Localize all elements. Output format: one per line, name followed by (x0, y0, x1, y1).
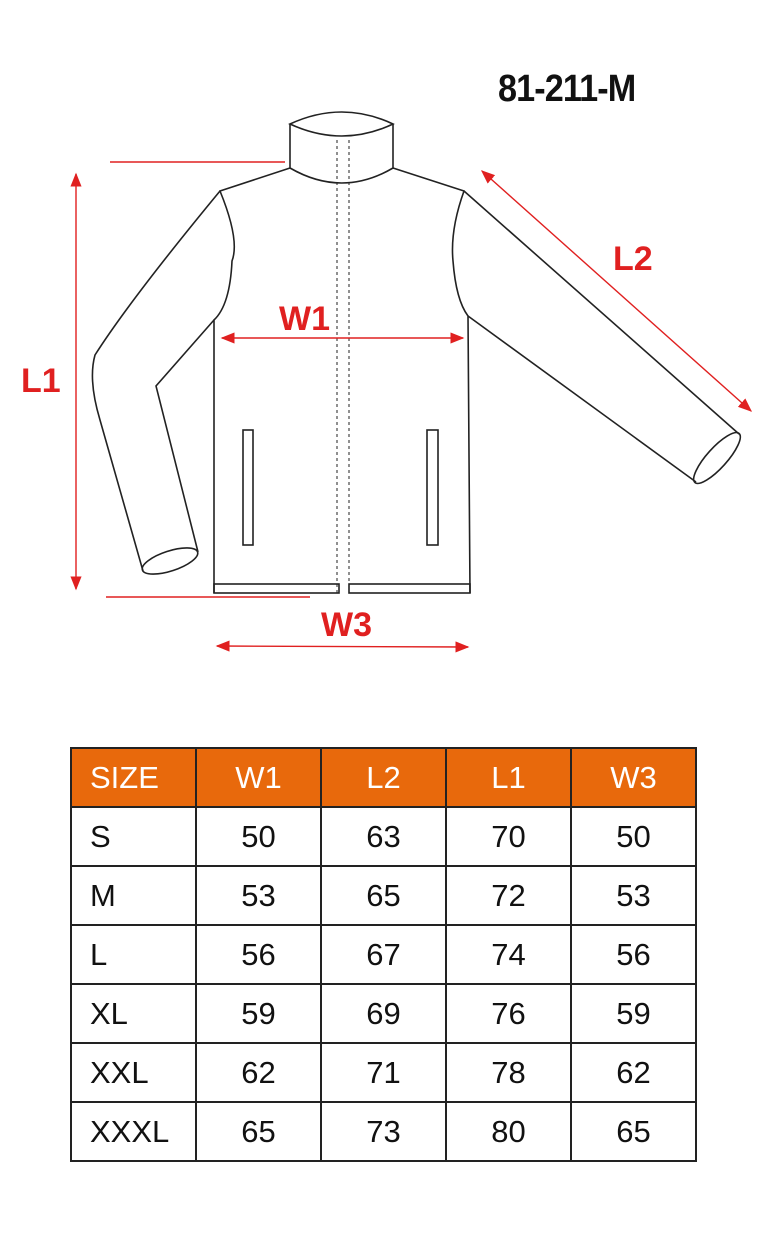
left-sleeve (91, 190, 221, 572)
zipper (336, 140, 350, 593)
table-row: XXXL 65 73 80 65 (70, 1101, 697, 1162)
value-cell: 63 (320, 806, 447, 867)
value-cell: 59 (570, 983, 697, 1044)
header-w3: W3 (570, 747, 697, 808)
table-row: XXL 62 71 78 62 (70, 1042, 697, 1103)
value-cell: 80 (445, 1101, 572, 1162)
table-row: L 56 67 74 56 (70, 924, 697, 985)
value-cell: 62 (195, 1042, 322, 1103)
value-cell: 70 (445, 806, 572, 867)
value-cell: 53 (195, 865, 322, 926)
hem-right (348, 583, 471, 594)
measure-lines (70, 161, 753, 653)
left-cuff (141, 547, 199, 575)
w3-label: W3 (321, 606, 372, 644)
table-header-row: SIZE W1 L2 L1 W3 (70, 747, 697, 808)
value-cell: 50 (195, 806, 322, 867)
header-size: SIZE (70, 747, 197, 808)
value-cell: 56 (570, 924, 697, 985)
value-cell: 74 (445, 924, 572, 985)
l2-arrow (480, 170, 753, 412)
value-cell: 62 (570, 1042, 697, 1103)
value-cell: 78 (445, 1042, 572, 1103)
right-sleeve (463, 190, 740, 483)
value-cell: 65 (320, 865, 447, 926)
hem-left (213, 583, 340, 594)
collar-top (288, 111, 395, 137)
value-cell: 65 (195, 1101, 322, 1162)
product-code: 81-211-M (498, 68, 636, 110)
collar (289, 124, 394, 184)
value-cell: 53 (570, 865, 697, 926)
l1-label: L1 (21, 362, 61, 400)
size-cell: XXXL (70, 1101, 197, 1162)
header-l1: L1 (445, 747, 572, 808)
l2-label: L2 (613, 240, 653, 278)
value-cell: 69 (320, 983, 447, 1044)
size-table: SIZE W1 L2 L1 W3 S 50 63 70 50 M 53 65 72 53 L 56 67… (70, 747, 697, 1162)
value-cell: 65 (570, 1101, 697, 1162)
w1-label: W1 (279, 300, 330, 338)
value-cell: 50 (570, 806, 697, 867)
value-cell: 71 (320, 1042, 447, 1103)
table-row: S 50 63 70 50 (70, 806, 697, 867)
value-cell: 76 (445, 983, 572, 1044)
size-cell: L (70, 924, 197, 985)
w3-arrow (215, 640, 470, 653)
right-cuff (692, 431, 742, 485)
jacket-outline (91, 111, 742, 594)
size-cell: M (70, 865, 197, 926)
value-cell: 67 (320, 924, 447, 985)
table-row: M 53 65 72 53 (70, 865, 697, 926)
size-cell: XXL (70, 1042, 197, 1103)
table-row: XL 59 69 76 59 (70, 983, 697, 1044)
header-l2: L2 (320, 747, 447, 808)
body-left (213, 167, 291, 593)
size-cell: S (70, 806, 197, 867)
body-right (392, 167, 471, 594)
value-cell: 72 (445, 865, 572, 926)
pocket-left (242, 429, 254, 546)
size-cell: XL (70, 983, 197, 1044)
jacket-diagram: L1 W1 L2 W3 (21, 111, 753, 653)
value-cell: 73 (320, 1101, 447, 1162)
value-cell: 56 (195, 924, 322, 985)
value-cell: 59 (195, 983, 322, 1044)
header-w1: W1 (195, 747, 322, 808)
pocket-right (426, 429, 439, 546)
